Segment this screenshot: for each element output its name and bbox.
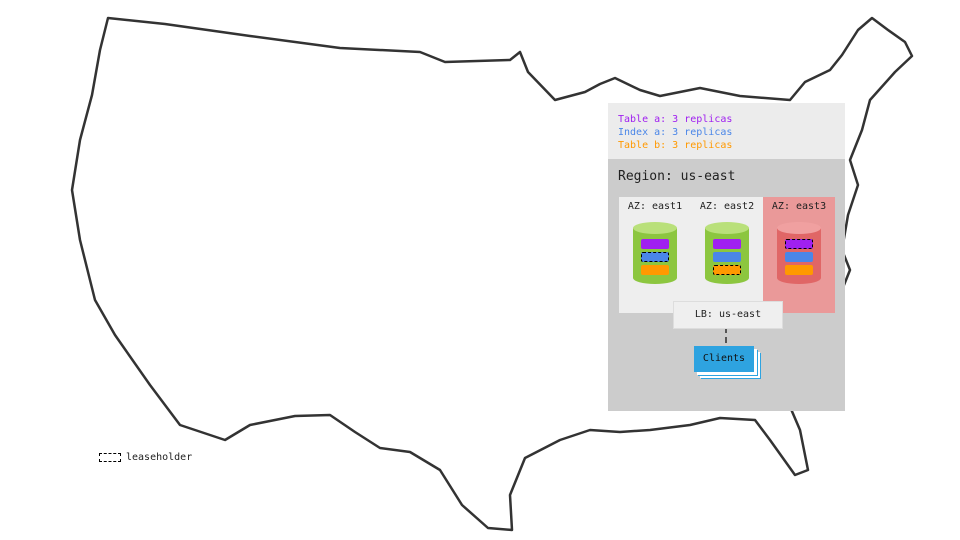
- az-east3: AZ: east3: [763, 197, 835, 313]
- replica-table-a: [641, 239, 669, 249]
- legend-table-a: Table a: 3 replicas: [618, 114, 733, 125]
- leaseholder-label: leaseholder: [126, 452, 193, 463]
- az-label: AZ: east3: [771, 201, 827, 212]
- region-title: Region: us-east: [618, 169, 736, 184]
- replica-table-a: [713, 239, 741, 249]
- replica-legend: Table a: 3 replicas Index a: 3 replicas …: [608, 103, 845, 159]
- legend-table-b: Table b: 3 replicas: [618, 140, 733, 151]
- replica-table-b: [641, 265, 669, 275]
- legend-index-a: Index a: 3 replicas: [618, 127, 733, 138]
- region-us-east: Region: us-east AZ: east1 AZ: east2 AZ: …: [608, 159, 845, 411]
- database-cylinder-icon: [777, 222, 821, 284]
- load-balancer: LB: us-east: [673, 301, 783, 329]
- leaseholder-key: leaseholder: [99, 452, 192, 463]
- replica-table-b: [785, 265, 813, 275]
- az-label: AZ: east1: [627, 201, 683, 212]
- clients-box: Clients: [694, 346, 754, 372]
- az-east2: AZ: east2: [691, 197, 763, 313]
- database-cylinder-icon: [705, 222, 749, 284]
- dashed-box-icon: [99, 453, 121, 462]
- replica-table-a-leaseholder: [785, 239, 813, 249]
- database-cylinder-icon: [633, 222, 677, 284]
- az-label: AZ: east2: [699, 201, 755, 212]
- replica-index-a: [713, 252, 741, 262]
- replica-index-a: [785, 252, 813, 262]
- az-east1: AZ: east1: [619, 197, 691, 313]
- replica-table-b-leaseholder: [713, 265, 741, 275]
- replica-index-a-leaseholder: [641, 252, 669, 262]
